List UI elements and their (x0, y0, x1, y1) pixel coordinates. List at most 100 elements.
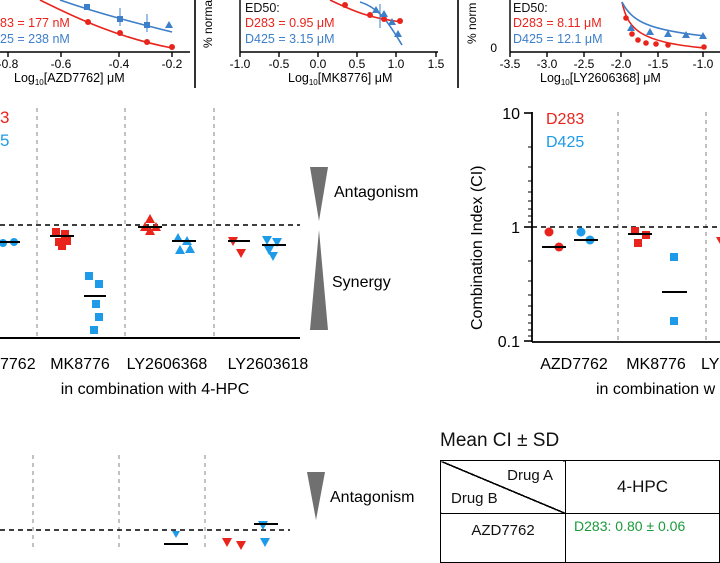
d425-fit-curve (621, 1, 706, 37)
x-tick-label: 7762 (0, 356, 36, 373)
d425-point (268, 252, 278, 261)
d283-point (222, 538, 232, 547)
d283-point (381, 16, 387, 22)
d425-point (372, 6, 380, 13)
ci-panel-right: Combination Index (CI) 10 1 0.1 D283 D42… (469, 106, 720, 398)
table-header-row: Drug A Drug B 4-HPC (439, 460, 720, 514)
x-axis-label: in combination with 4-HPC (61, 381, 250, 398)
y-axis-label: % norm (465, 3, 479, 44)
d283-point (169, 44, 175, 50)
d283-point (653, 41, 659, 47)
x-tick-label: MK8776 (626, 356, 686, 373)
x-tick-label: 0.0 (310, 57, 327, 71)
x-tick-label: 1.5 (428, 57, 445, 71)
x-axis-label: Log10[AZD7762] μM (14, 71, 125, 87)
d425-point (394, 30, 402, 37)
legend-d283: 3 (0, 108, 9, 127)
x-tick-label: -0.8 (0, 57, 19, 71)
antagonism-wedge (310, 167, 328, 221)
drug-axis-corner-cell: Drug A Drug B (439, 460, 567, 514)
x-tick-label: AZD7762 (540, 356, 608, 373)
x-tick-label: -0.6 (51, 57, 72, 71)
d425-point (95, 313, 103, 321)
d425-point (664, 30, 672, 37)
ci-panel-bottom-left (0, 455, 290, 550)
x-tick-label: -0.4 (109, 57, 130, 71)
x-axis-label: in combination w (596, 381, 716, 398)
antagonism-synergy-indicator: Antagonism Synergy (310, 167, 419, 330)
y-axis-label: Combination Index (CI) (469, 165, 486, 330)
x-axis-label: Log10[MK8776] μM (288, 71, 392, 87)
synergy-label: Synergy (332, 274, 391, 291)
d425-point (388, 18, 396, 25)
d425-point (175, 245, 185, 254)
d425-point (682, 31, 690, 38)
x-tick-label: 0.5 (349, 57, 366, 71)
d283-point (701, 44, 707, 50)
ed50-d425: D425 = 12.1 μM (513, 32, 603, 46)
d283-point (544, 227, 554, 237)
d283-point (145, 226, 155, 235)
x-axis-label: Log10[LY2606368] μM (540, 71, 661, 87)
d283-point (117, 30, 123, 36)
d283-point (61, 230, 69, 238)
ci-panel-left: 3 5 (0, 108, 308, 398)
d283-point (85, 19, 91, 25)
d283-point (367, 12, 373, 18)
legend-d425: 5 (0, 131, 9, 150)
row-header-azd7762: AZD7762 (439, 513, 567, 563)
legend-d283: D283 (546, 111, 584, 128)
x-tick-label: -0.2 (162, 57, 183, 71)
drug-a-label: Drug A (507, 467, 554, 484)
x-tick-label: -0.5 (269, 57, 290, 71)
d425-point (172, 531, 180, 538)
x-tick-label: -1.0 (230, 57, 251, 71)
antagonism-label: Antagonism (330, 489, 415, 506)
d425-point (84, 4, 90, 10)
d283-point (52, 228, 60, 236)
d283-point (144, 39, 150, 45)
d283-point (236, 249, 246, 258)
d425-point (380, 10, 388, 17)
d425-point (670, 253, 678, 261)
d283-point (643, 40, 649, 46)
x-tick-label: LY (701, 356, 720, 373)
d283-point (145, 214, 155, 223)
d283-point (63, 237, 71, 245)
d283-point (623, 15, 629, 21)
d283-point (629, 31, 635, 37)
x-tick-label: 1.0 (388, 57, 405, 71)
synergy-wedge (310, 230, 328, 330)
d283-point (635, 37, 641, 43)
y-tick-label: 10 (502, 106, 520, 123)
d283-point (236, 541, 246, 550)
d425-point (264, 246, 274, 255)
top-right-dose-panel: % norm 0 -3.5 -3.0 -2.5 -2.0 -1.5 -1.0 L… (465, 0, 720, 87)
x-tick-label: -1.0 (693, 57, 714, 71)
legend-d425: D425 (546, 134, 584, 151)
d283-point (716, 237, 720, 244)
ed50-d425: D425 = 3.15 μM (245, 32, 335, 46)
antagonism-wedge (307, 472, 325, 520)
ed50-title: ED50: (513, 1, 548, 15)
d425-fit-curve (59, 0, 173, 33)
figure-canvas: -0.8 -0.6 -0.4 -0.2 Log10[AZD7762] μM 83… (0, 0, 720, 550)
d283-point (665, 42, 671, 48)
d283-point (342, 2, 348, 8)
top-left-dose-panel: -0.8 -0.6 -0.4 -0.2 Log10[AZD7762] μM 83… (0, 0, 190, 87)
d283-point (634, 239, 642, 247)
d425-fit-curve (359, 1, 403, 46)
d425-point (576, 227, 586, 237)
x-tick-label: -2.0 (611, 57, 632, 71)
ed50-d283: D283 = 0.95 μM (245, 16, 335, 30)
d283-point (631, 227, 639, 235)
antagonism-indicator-bottom: Antagonism (307, 472, 415, 520)
top-middle-dose-panel: % norma -1.0 -0.5 0.0 0.5 1.0 1.5 Log10[… (201, 0, 445, 87)
y-axis-label: % norma (201, 0, 215, 48)
d425-point (262, 236, 272, 245)
x-tick-label: -1.5 (648, 57, 669, 71)
d425-point (92, 300, 100, 308)
ed50-d283: 83 = 177 nM (0, 16, 70, 30)
d283-fit-curve (621, 1, 706, 49)
ed50-d425: 25 = 238 nM (0, 32, 70, 46)
